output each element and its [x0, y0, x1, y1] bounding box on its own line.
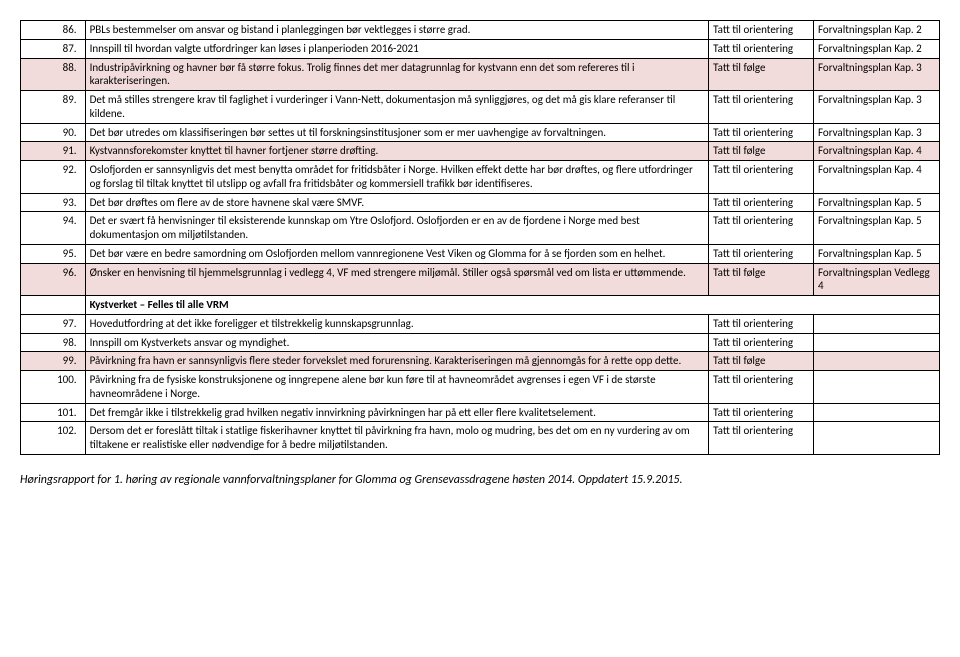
row-reference: Forvaltningsplan Vedlegg 4: [813, 263, 939, 296]
row-status: Tatt til følge: [709, 142, 814, 161]
row-text: Kystvannsforekomster knyttet til havner …: [85, 142, 709, 161]
row-number: 91.: [21, 142, 86, 161]
table-row: 90.Det bør utredes om klassifiseringen b…: [21, 123, 940, 142]
row-status: Tatt til orientering: [709, 161, 814, 194]
row-status: Tatt til orientering: [709, 91, 814, 124]
row-reference: [813, 314, 939, 333]
row-number: 89.: [21, 91, 86, 124]
table-row: 100.Påvirkning fra de fysiske konstruksj…: [21, 371, 940, 404]
row-status: Tatt til orientering: [709, 212, 814, 245]
row-number: 96.: [21, 263, 86, 296]
table-row: 86.PBLs bestemmelser om ansvar og bistan…: [21, 21, 940, 40]
section-header: Kystverket – Felles til alle VRM: [85, 296, 939, 315]
row-number: 98.: [21, 333, 86, 352]
row-reference: Forvaltningsplan Kap. 4: [813, 161, 939, 194]
row-reference: [813, 371, 939, 404]
section-header-row: Kystverket – Felles til alle VRM: [21, 296, 940, 315]
row-reference: Forvaltningsplan Kap. 3: [813, 58, 939, 91]
row-status: Tatt til orientering: [709, 39, 814, 58]
row-text: Innspill om Kystverkets ansvar og myndig…: [85, 333, 709, 352]
row-number: 101.: [21, 403, 86, 422]
row-status: Tatt til orientering: [709, 244, 814, 263]
row-reference: Forvaltningsplan Kap. 5: [813, 212, 939, 245]
row-reference: Forvaltningsplan Kap. 5: [813, 193, 939, 212]
row-text: Påvirkning fra de fysiske konstruksjonen…: [85, 371, 709, 404]
table-row: 89.Det må stilles strengere krav til fag…: [21, 91, 940, 124]
table-row: 102.Dersom det er foreslått tiltak i sta…: [21, 422, 940, 455]
row-text: Ønsker en henvisning til hjemmelsgrunnla…: [85, 263, 709, 296]
table-row: 99.Påvirkning fra havn er sannsynligvis …: [21, 352, 940, 371]
row-number: 88.: [21, 58, 86, 91]
table-row: 97.Hovedutfordring at det ikke foreligge…: [21, 314, 940, 333]
row-text: Dersom det er foreslått tiltak i statlig…: [85, 422, 709, 455]
main-table: 86.PBLs bestemmelser om ansvar og bistan…: [20, 20, 940, 455]
document-table: 86.PBLs bestemmelser om ansvar og bistan…: [20, 20, 940, 487]
row-number: 95.: [21, 244, 86, 263]
row-status: Tatt til orientering: [709, 422, 814, 455]
row-reference: [813, 422, 939, 455]
row-text: Oslofjorden er sannsynligvis det mest be…: [85, 161, 709, 194]
table-row: 88.Industripåvirkning og havner bør få s…: [21, 58, 940, 91]
row-number: 94.: [21, 212, 86, 245]
row-status: Tatt til orientering: [709, 123, 814, 142]
row-number: 86.: [21, 21, 86, 40]
row-number: 90.: [21, 123, 86, 142]
row-reference: [813, 352, 939, 371]
table-row: 95.Det bør være en bedre samordning om O…: [21, 244, 940, 263]
row-reference: [813, 333, 939, 352]
row-reference: [813, 403, 939, 422]
table-row: 87.Innspill til hvordan valgte utfordrin…: [21, 39, 940, 58]
table-row: 101.Det fremgår ikke i tilstrekkelig gra…: [21, 403, 940, 422]
table-row: 98.Innspill om Kystverkets ansvar og myn…: [21, 333, 940, 352]
row-reference: Forvaltningsplan Kap. 5: [813, 244, 939, 263]
row-reference: Forvaltningsplan Kap. 4: [813, 142, 939, 161]
row-number: 93.: [21, 193, 86, 212]
table-row: 93.Det bør drøftes om flere av de store …: [21, 193, 940, 212]
row-reference: Forvaltningsplan Kap. 3: [813, 123, 939, 142]
row-status: Tatt til orientering: [709, 403, 814, 422]
row-status: Tatt til følge: [709, 352, 814, 371]
row-text: Innspill til hvordan valgte utfordringer…: [85, 39, 709, 58]
row-text: Det bør være en bedre samordning om Oslo…: [85, 244, 709, 263]
row-status: Tatt til orientering: [709, 193, 814, 212]
footer-text: Høringsrapport for 1. høring av regional…: [20, 473, 940, 487]
row-number: 87.: [21, 39, 86, 58]
row-text: Det må stilles strengere krav til faglig…: [85, 91, 709, 124]
row-reference: Forvaltningsplan Kap. 3: [813, 91, 939, 124]
row-status: Tatt til orientering: [709, 371, 814, 404]
table-row: 92.Oslofjorden er sannsynligvis det mest…: [21, 161, 940, 194]
row-reference: Forvaltningsplan Kap. 2: [813, 39, 939, 58]
row-text: Det bør drøftes om flere av de store hav…: [85, 193, 709, 212]
row-text: Det er svært få henvisninger til eksiste…: [85, 212, 709, 245]
row-number: 100.: [21, 371, 86, 404]
table-row: 94.Det er svært få henvisninger til eksi…: [21, 212, 940, 245]
row-status: Tatt til følge: [709, 58, 814, 91]
row-status: Tatt til følge: [709, 263, 814, 296]
row-text: Det bør utredes om klassifiseringen bør …: [85, 123, 709, 142]
table-row: 96.Ønsker en henvisning til hjemmelsgrun…: [21, 263, 940, 296]
row-status: Tatt til orientering: [709, 314, 814, 333]
row-text: Hovedutfordring at det ikke foreligger e…: [85, 314, 709, 333]
row-text: Industripåvirkning og havner bør få stør…: [85, 58, 709, 91]
row-text: PBLs bestemmelser om ansvar og bistand i…: [85, 21, 709, 40]
table-row: 91.Kystvannsforekomster knyttet til havn…: [21, 142, 940, 161]
row-number: 97.: [21, 314, 86, 333]
row-status: Tatt til orientering: [709, 21, 814, 40]
row-number: 99.: [21, 352, 86, 371]
row-number: 102.: [21, 422, 86, 455]
row-text: Det fremgår ikke i tilstrekkelig grad hv…: [85, 403, 709, 422]
row-text: Påvirkning fra havn er sannsynligvis fle…: [85, 352, 709, 371]
row-number: 92.: [21, 161, 86, 194]
row-status: Tatt til orientering: [709, 333, 814, 352]
row-reference: Forvaltningsplan Kap. 2: [813, 21, 939, 40]
